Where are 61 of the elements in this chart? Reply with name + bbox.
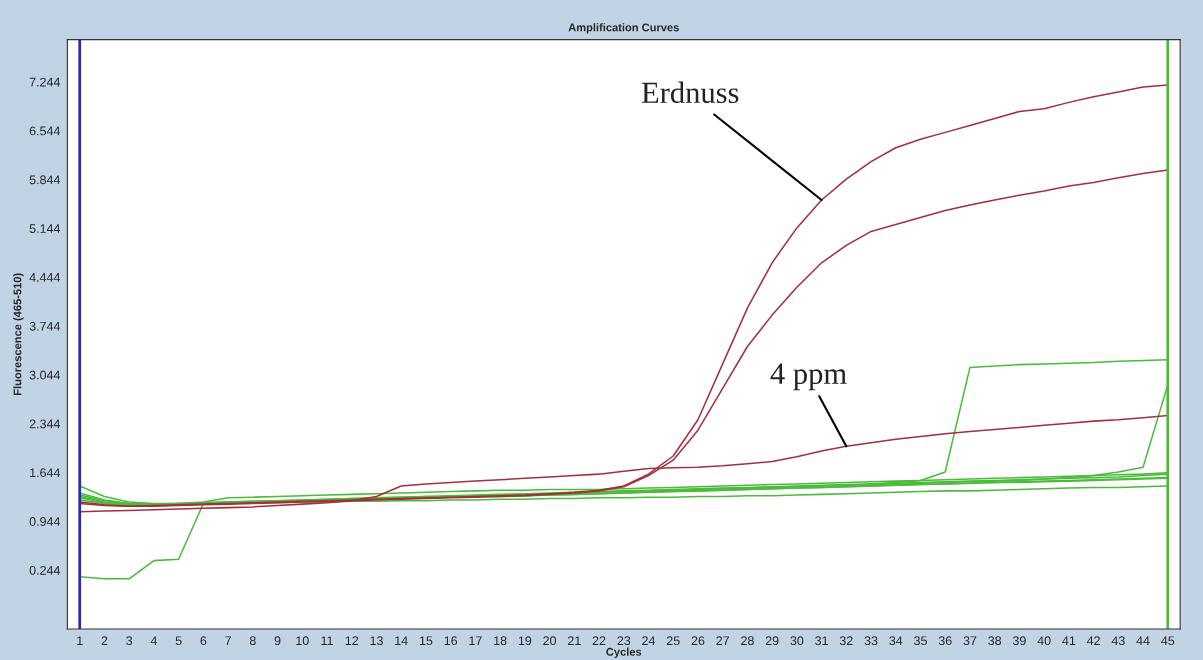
x-tick-label: 12 bbox=[345, 636, 359, 645]
annotation: 4 ppm bbox=[770, 363, 847, 391]
x-axis-title: Cycles bbox=[606, 647, 642, 658]
x-tick-label: 34 bbox=[889, 636, 903, 646]
y-tick-label: 5.844 bbox=[29, 175, 61, 185]
y-axis-title: Fluorescence (465-510) bbox=[13, 273, 24, 395]
x-tick-label: 37 bbox=[963, 636, 977, 646]
x-tick-label: 41 bbox=[1062, 636, 1076, 645]
x-tick-label: 24 bbox=[642, 636, 656, 645]
x-tick-label: 43 bbox=[1111, 636, 1125, 646]
x-tick-label: 28 bbox=[741, 636, 754, 646]
x-tick-label: 23 bbox=[617, 636, 631, 646]
x-tick-label: 2 bbox=[101, 636, 108, 645]
x-tick-label: 14 bbox=[395, 636, 408, 645]
y-tick-label: 4.444 bbox=[29, 273, 61, 282]
x-tick-label: 11 bbox=[321, 636, 333, 645]
y-tick-label: 6.544 bbox=[29, 126, 61, 136]
x-tick-label: 10 bbox=[296, 636, 309, 646]
x-tick-label: 18 bbox=[494, 636, 507, 646]
annotation: Erdnuss bbox=[641, 81, 739, 104]
x-tick-label: 22 bbox=[592, 636, 606, 645]
x-tick-label: 38 bbox=[988, 636, 1002, 646]
x-tick-label: 16 bbox=[444, 636, 458, 646]
x-tick-label: 8 bbox=[249, 636, 256, 646]
x-tick-label: 33 bbox=[864, 636, 878, 646]
x-tick-label: 29 bbox=[765, 636, 779, 646]
x-tick-label: 4 bbox=[150, 636, 158, 645]
x-tick-label: 15 bbox=[419, 636, 433, 646]
x-tick-label: 39 bbox=[1012, 636, 1026, 646]
x-tick-label: 32 bbox=[839, 636, 853, 646]
y-tick-label: 5.144 bbox=[29, 224, 61, 233]
x-tick-label: 40 bbox=[1037, 636, 1051, 646]
x-tick-label: 6 bbox=[200, 636, 207, 646]
x-tick-label: 17 bbox=[469, 636, 482, 645]
y-tick-label: 3.044 bbox=[29, 370, 61, 380]
x-tick-label: 30 bbox=[790, 636, 804, 646]
y-tick-label: 7.244 bbox=[29, 77, 61, 87]
x-tick-label: 5 bbox=[175, 636, 182, 646]
x-tick-label: 3 bbox=[126, 636, 133, 646]
x-tick-label: 27 bbox=[716, 636, 729, 645]
y-tick-label: 0.244 bbox=[29, 565, 61, 575]
y-tick-label: 3.744 bbox=[29, 321, 61, 331]
x-tick-label: 19 bbox=[518, 636, 532, 646]
x-tick-label: 42 bbox=[1086, 636, 1100, 645]
x-tick-label: 1 bbox=[77, 636, 83, 645]
x-tick-label: 20 bbox=[543, 636, 557, 646]
x-tick-label: 9 bbox=[274, 636, 281, 646]
x-tick-label: 44 bbox=[1136, 636, 1150, 645]
x-tick-label: 45 bbox=[1161, 636, 1175, 646]
x-tick-label: 21 bbox=[567, 636, 581, 645]
x-tick-label: 7 bbox=[225, 636, 231, 645]
y-tick-label: 1.644 bbox=[30, 468, 61, 478]
y-tick-label: 0.944 bbox=[29, 517, 61, 526]
x-tick-label: 36 bbox=[938, 636, 952, 646]
x-tick-label: 25 bbox=[666, 636, 680, 646]
x-tick-label: 26 bbox=[691, 636, 705, 646]
chart-title: Amplification Curves bbox=[568, 23, 679, 34]
x-tick-label: 35 bbox=[914, 636, 927, 646]
x-tick-label: 31 bbox=[815, 636, 828, 646]
x-tick-label: 13 bbox=[370, 636, 383, 646]
y-tick-label: 2.344 bbox=[29, 419, 61, 429]
